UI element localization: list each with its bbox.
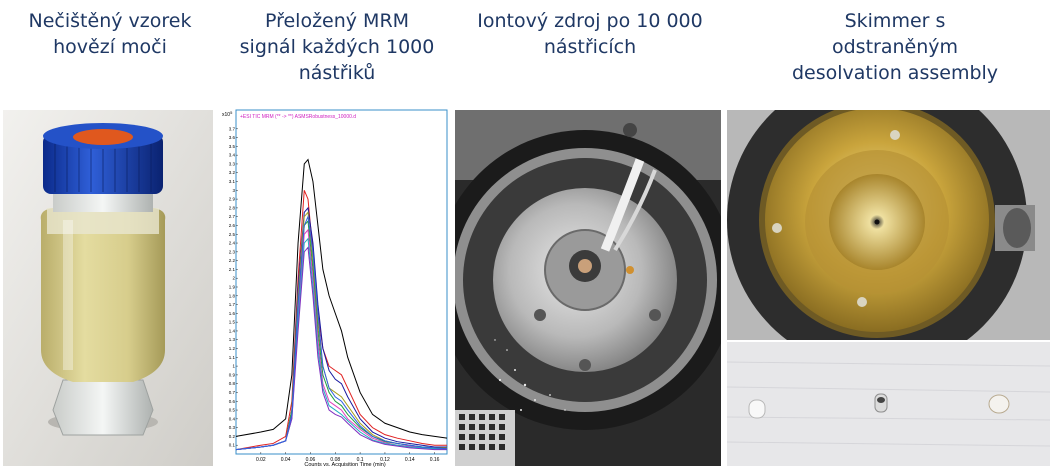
y-tick-label: 3.7 — [229, 126, 236, 131]
y-tick-label: 1 — [232, 364, 235, 369]
caption-mrm-overlay: Přeložený MRM signál každých 1000 nástři… — [239, 10, 435, 84]
y-tick-label: 1.7 — [229, 302, 236, 307]
x-tick-label: 0.02 — [256, 457, 266, 463]
y-tick-label: 1.1 — [229, 355, 236, 360]
y-tick-label: 0.3 — [229, 425, 236, 430]
y-tick-label: 2.8 — [229, 205, 236, 210]
x-tick-label: 0.04 — [281, 457, 291, 463]
series-line — [235, 190, 447, 451]
x-axis: 0.02 0.04 0.06 0.08 0.1 0.12 0.14 0.16 — [256, 452, 440, 463]
y-tick-label: 2.4 — [229, 241, 236, 246]
y-tick-label: 2.9 — [229, 197, 236, 202]
chart-title: +ESI TIC MRM (** -> **) ASMSRobustness_1… — [240, 114, 356, 120]
y-tick-label: 3.1 — [229, 179, 236, 184]
series-line — [235, 237, 448, 451]
y-tick-label: 3.4 — [229, 153, 236, 158]
series-line — [235, 214, 448, 451]
x-tick-label: 0.12 — [380, 457, 390, 463]
y-tick-label: 3.3 — [229, 161, 236, 166]
series-line — [235, 219, 448, 451]
y-multiplier-label: x105 — [222, 110, 233, 118]
y-tick-label: 0.5 — [229, 408, 236, 413]
y-tick-label: 0.7 — [229, 390, 236, 395]
y-tick-label: 0.1 — [229, 443, 236, 448]
chart-svg: +ESI TIC MRM (** -> **) ASMSRobustness_1… — [222, 109, 448, 468]
y-tick-label: 1.5 — [229, 320, 236, 325]
y-tick-label: 2.7 — [229, 214, 236, 219]
y-tick-label: 0.9 — [229, 372, 236, 377]
skimmer-photo — [727, 110, 1050, 340]
chart-frame — [235, 109, 448, 455]
caption-skimmer: Skimmer s odstraněným desolvation assemb… — [791, 10, 999, 84]
x-tick-label: 0.08 — [330, 457, 340, 463]
y-tick-label: 1.2 — [229, 346, 236, 351]
y-tick-label: 2.1 — [229, 267, 236, 272]
series-lines — [235, 158, 448, 451]
series-line — [235, 206, 447, 451]
y-tick-label: 3.6 — [229, 135, 236, 140]
x-tick-label: 0.16 — [430, 457, 440, 463]
y-tick-label: 2.3 — [229, 249, 236, 254]
y-tick-label: 2.5 — [229, 232, 236, 237]
ion-source-photo — [455, 110, 721, 466]
y-tick-label: 2.6 — [229, 223, 236, 228]
y-tick-label: 0.6 — [229, 399, 236, 404]
y-tick-label: 0.8 — [229, 381, 236, 386]
y-tick-label: 1.3 — [229, 337, 236, 342]
urine-vial-photo — [3, 110, 213, 466]
caption-urine-sample: Nečištěný vzorek hovězí moči — [28, 10, 192, 58]
x-tick-label: 0.06 — [306, 457, 316, 463]
y-tick-label: 0.2 — [229, 434, 236, 439]
x-axis-label: Counts vs. Acquisition Time (min) — [304, 462, 385, 468]
y-axis: 0.1 0.2 0.3 0.4 0.5 0.6 0.7 0.8 0.9 1 1.1 1.2 1.3 1.4… — [229, 126, 238, 448]
series-line — [235, 246, 447, 451]
removed-parts-photo — [727, 342, 1050, 466]
y-tick-label: 1.9 — [229, 285, 236, 290]
y-tick-label: 1.4 — [229, 328, 236, 333]
y-tick-label: 2.2 — [229, 258, 236, 263]
mrm-chromatogram: +ESI TIC MRM (** -> **) ASMSRobustness_1… — [220, 108, 450, 468]
y-tick-label: 0.4 — [229, 416, 236, 421]
y-tick-label: 1.8 — [229, 293, 236, 298]
x-tick-label: 0.1 — [357, 457, 364, 463]
y-tick-label: 3.2 — [229, 170, 236, 175]
x-tick-label: 0.14 — [405, 457, 415, 463]
series-line — [235, 158, 448, 439]
y-tick-label: 3 — [232, 188, 235, 193]
y-tick-label: 3.5 — [229, 144, 236, 149]
y-tick-label: 2 — [232, 276, 235, 281]
y-tick-label: 1.6 — [229, 311, 236, 316]
caption-ion-source: Iontový zdroj po 10 000 nástřicích — [477, 10, 703, 58]
